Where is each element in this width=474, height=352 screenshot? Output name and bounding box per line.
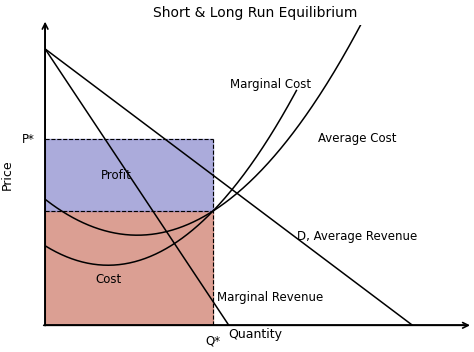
Text: Marginal Cost: Marginal Cost bbox=[229, 78, 311, 91]
Text: Marginal Revenue: Marginal Revenue bbox=[217, 291, 323, 304]
Text: Cost: Cost bbox=[95, 273, 121, 286]
Text: Price: Price bbox=[1, 160, 14, 190]
Text: Q*: Q* bbox=[205, 334, 220, 347]
Text: Profit: Profit bbox=[101, 169, 132, 182]
Text: Average Cost: Average Cost bbox=[318, 132, 396, 145]
Text: D, Average Revenue: D, Average Revenue bbox=[297, 230, 417, 243]
Title: Short & Long Run Equilibrium: Short & Long Run Equilibrium bbox=[153, 6, 357, 20]
X-axis label: Quantity: Quantity bbox=[228, 328, 282, 341]
Text: P*: P* bbox=[22, 133, 35, 145]
